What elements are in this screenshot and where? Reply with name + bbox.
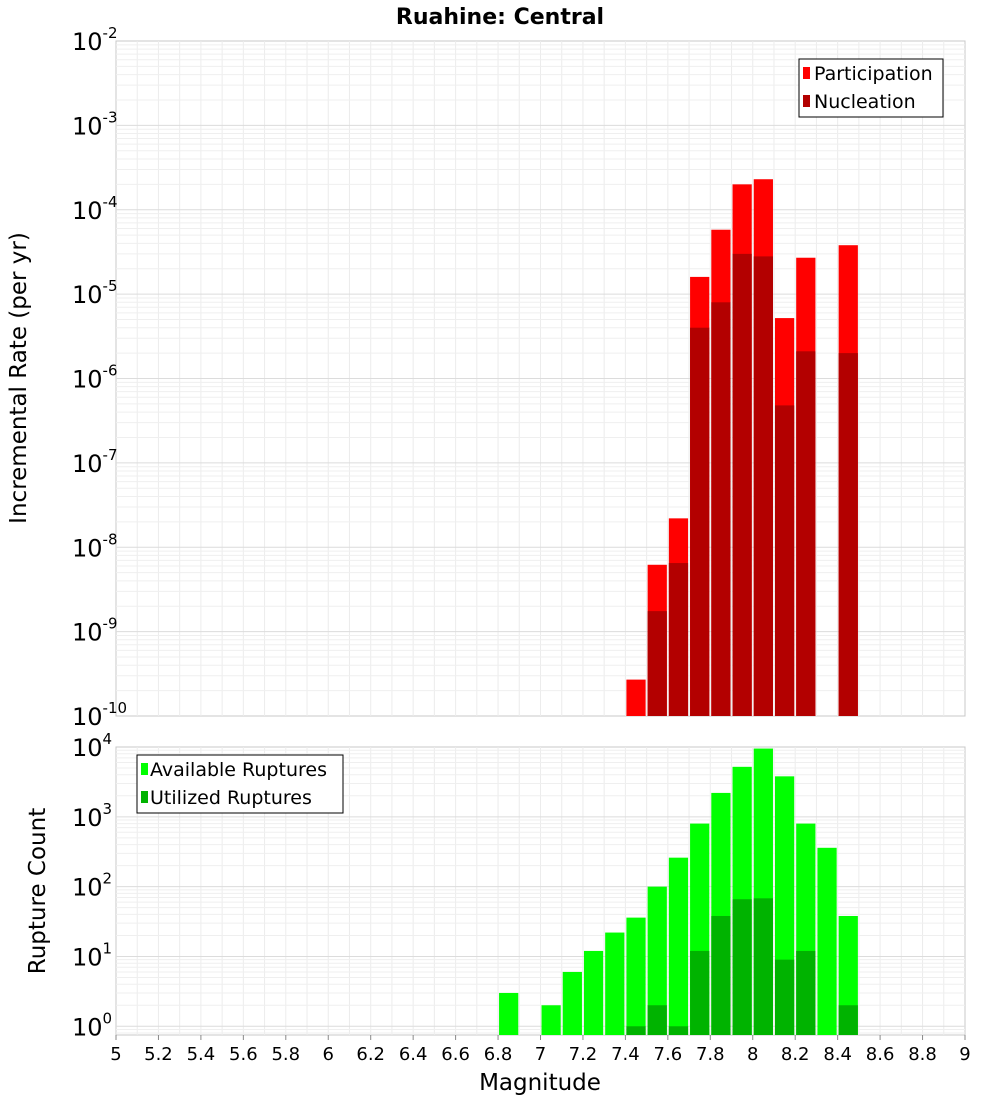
available-legend-swatch — [141, 763, 148, 775]
x-tick-label: 6.8 — [484, 1044, 513, 1065]
x-tick-label: 8.4 — [823, 1044, 852, 1065]
rate-legend: Participation Nucleation — [798, 58, 944, 118]
count-bar-series2 — [690, 950, 710, 1035]
count-y-tick-label: 104 — [72, 730, 112, 762]
x-tick-label: 8 — [747, 1044, 758, 1065]
rate-bar-series2 — [774, 405, 795, 716]
rate-panel: 10-10 10-9 10-8 10-7 10-6 10-5 10-4 10-3 10-2 In… — [6, 24, 966, 731]
rate-bar-series1 — [626, 679, 646, 716]
rate-y-ticks: 10-10 10-9 10-8 10-7 10-6 10-5 10-4 10-3 10-2 — [72, 24, 127, 731]
x-axis-label: Magnitude — [479, 1070, 601, 1096]
count-legend-box — [136, 754, 344, 814]
count-bar-series1 — [626, 917, 646, 1035]
x-tick-label: 7.8 — [696, 1044, 725, 1065]
chart-title: Ruahine: Central — [396, 5, 604, 30]
x-tick-label: 8.8 — [908, 1044, 937, 1065]
rate-bar-series2 — [753, 256, 773, 716]
rate-bar-series2 — [711, 302, 731, 716]
count-y-axis-label: Rupture Count — [25, 808, 51, 974]
count-bar-series1 — [499, 992, 519, 1035]
count-bar-series2 — [753, 898, 773, 1035]
utilized-legend-swatch — [141, 791, 148, 803]
rate-y-tick-label: 10-5 — [72, 277, 118, 309]
nucleation-legend-swatch — [803, 95, 810, 107]
x-tick-label: 5.2 — [144, 1044, 173, 1065]
rate-y-tick-label: 10-8 — [72, 530, 118, 562]
count-y-ticks: 100 101 102 103 104 — [72, 730, 112, 1041]
count-y-tick-label: 103 — [72, 800, 112, 832]
count-y-tick-label: 100 — [72, 1009, 112, 1041]
x-tick-label: 7.4 — [611, 1044, 640, 1065]
rate-y-tick-label: 10-2 — [72, 24, 118, 56]
x-tick-label: 5.8 — [271, 1044, 300, 1065]
x-tick-label: 9 — [959, 1044, 970, 1065]
x-tick-label: 5 — [110, 1044, 121, 1065]
rate-y-tick-label: 10-4 — [72, 193, 118, 225]
x-tick-label: 6 — [323, 1044, 334, 1065]
count-bar-series2 — [711, 915, 731, 1035]
rate-bar-series2 — [647, 611, 667, 716]
rate-gridlines — [116, 41, 965, 716]
x-tick-label: 5.6 — [229, 1044, 258, 1065]
count-bar-series2 — [732, 899, 752, 1035]
x-tick-label: 7 — [535, 1044, 546, 1065]
participation-legend-label: Participation — [814, 63, 933, 85]
x-axis-ticks: 5 5.2 5.4 5.6 5.8 6 6.2 6.4 6.6 6.8 7 7.2 7.4 7.6 7.8 8… — [110, 1035, 971, 1065]
rate-y-tick-label: 10-9 — [72, 615, 118, 647]
count-bar-series2 — [668, 1026, 689, 1035]
count-y-tick-label: 101 — [72, 939, 112, 971]
x-tick-label: 8.6 — [866, 1044, 895, 1065]
rate-bar-series2 — [732, 253, 752, 716]
x-tick-label: 8.2 — [781, 1044, 810, 1065]
x-tick-label: 6.2 — [356, 1044, 385, 1065]
x-tick-label: 6.6 — [441, 1044, 470, 1065]
count-bar-series1 — [668, 857, 689, 1035]
count-bar-series2 — [774, 959, 795, 1035]
x-tick-label: 5.4 — [187, 1044, 216, 1065]
count-bars — [499, 748, 858, 1035]
count-bar-series1 — [541, 1005, 561, 1035]
rate-legend-box — [798, 58, 944, 118]
count-bar-series1 — [838, 915, 858, 1035]
count-bar-series1 — [647, 886, 667, 1035]
count-bar-series2 — [647, 1005, 667, 1035]
count-y-tick-label: 102 — [72, 870, 112, 902]
rate-y-axis-label: Incremental Rate (per yr) — [6, 232, 32, 524]
count-legend: Available Ruptures Utilized Ruptures — [136, 754, 344, 814]
participation-legend-swatch — [803, 67, 810, 79]
count-bar-series1 — [817, 847, 837, 1035]
rate-y-tick-label: 10-7 — [72, 446, 118, 478]
x-tick-label: 7.6 — [654, 1044, 683, 1065]
utilized-legend-label: Utilized Ruptures — [150, 787, 312, 809]
rate-bars — [626, 179, 858, 717]
rate-y-tick-label: 10-6 — [72, 362, 118, 394]
rate-bar-series2 — [668, 563, 689, 716]
rate-bar-series2 — [838, 353, 858, 716]
rate-y-tick-label: 10-10 — [72, 699, 127, 731]
count-panel: 100 101 102 103 104 Rupture Count Available … — [25, 730, 966, 1041]
rate-bar-series2 — [796, 351, 816, 716]
count-bar-series1 — [605, 932, 625, 1035]
rate-y-tick-label: 10-3 — [72, 108, 118, 140]
nucleation-legend-label: Nucleation — [814, 91, 916, 113]
rate-bar-series2 — [690, 327, 710, 716]
count-bar-series1 — [583, 950, 604, 1035]
x-tick-label: 6.4 — [399, 1044, 428, 1065]
count-bar-series2 — [838, 1005, 858, 1035]
count-bar-series2 — [626, 1026, 646, 1035]
x-tick-label: 7.2 — [569, 1044, 598, 1065]
count-bar-series2 — [796, 950, 816, 1035]
available-legend-label: Available Ruptures — [150, 759, 327, 781]
count-bar-series1 — [562, 971, 582, 1035]
count-gridlines — [116, 747, 965, 1035]
